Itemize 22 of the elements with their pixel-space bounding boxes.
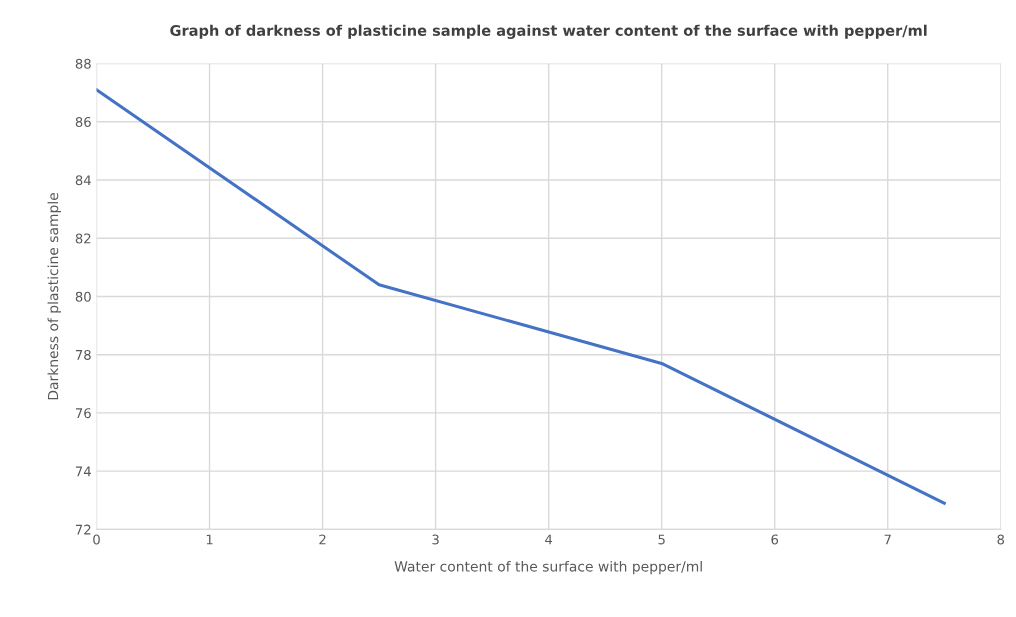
x-tick-label: 5: [658, 534, 665, 545]
y-tick-label: 76: [75, 408, 91, 419]
x-tick-label: 2: [319, 534, 326, 545]
y-tick-label: 82: [75, 233, 91, 244]
x-tick-label: 6: [771, 534, 779, 545]
chart-title: Graph of darkness of plasticine sample against water content of the surface with pepper/ml: [170, 24, 927, 39]
y-tick-label: 78: [75, 349, 91, 360]
line-series: [96, 88, 946, 505]
y-tick-label: 86: [75, 117, 91, 127]
y-axis-title: Darkness of plasticine sample: [47, 192, 61, 400]
y-tick-label: 74: [75, 466, 91, 477]
y-tick-label: 88: [75, 58, 91, 69]
x-tick-label: 3: [432, 534, 439, 545]
x-tick-label: 8: [997, 534, 1005, 545]
x-tick-label: 4: [545, 534, 553, 545]
x-tick-label: 1: [206, 534, 213, 545]
y-tick-label: 84: [75, 175, 91, 186]
x-tick-label: 7: [884, 534, 891, 545]
y-tick-label: 80: [75, 291, 91, 302]
x-tick-label: 0: [93, 534, 100, 545]
y-tick-label: 72: [75, 524, 91, 535]
x-axis-title: Water content of the surface with pepper/ml: [394, 560, 702, 575]
